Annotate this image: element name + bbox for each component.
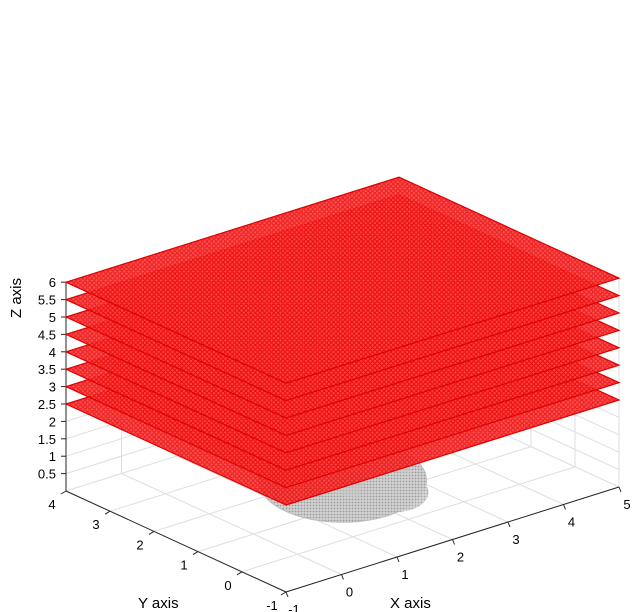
plane-layers [64,176,621,506]
x-tick-label: 3 [512,532,519,547]
z-tick-label: 3.5 [38,362,56,377]
z-tick-label: 5.5 [38,293,56,308]
y-axis-line [65,490,287,593]
z-tick-label: 1.5 [38,432,56,447]
y-tick-label: 0 [224,578,231,593]
x-tick-mark [618,486,622,493]
y-tick-mark [148,530,155,535]
x-tick-mark [452,539,455,545]
y-tick-mark [236,571,243,576]
y-tick-label: 1 [180,558,187,573]
x-tick-mark [285,591,289,598]
y-tick-mark [280,591,287,596]
y-axis-label: Y axis [138,595,179,612]
x-tick-label: 2 [457,550,464,565]
point-plane [64,176,621,384]
x-tick-label: -1 [288,602,300,612]
z-tick-label: 2 [49,414,56,429]
x-tick-mark [563,504,566,510]
z-axis-label: Z axis [8,278,25,318]
y-tick-mark [192,551,199,556]
y-tick-label: -1 [266,598,278,612]
x-tick-label: 4 [568,515,575,530]
z-tick-label: 4 [49,345,56,360]
z-tick-label: 5 [49,310,56,325]
x-axis-label: X axis [390,595,431,612]
y-tick-label: 4 [48,497,55,512]
y-tick-label: 2 [136,537,143,552]
x-tick-mark [396,556,400,563]
z-tick-label: 6 [49,275,56,290]
z-tick-label: 0.5 [38,467,56,482]
object-lobe [360,472,429,513]
z-tick-label: 3 [49,380,56,395]
z-tick-label: 4.5 [38,327,56,342]
x-tick-mark [341,574,344,580]
z-tick-label: 1 [49,449,56,464]
y-tick-label: 3 [92,517,99,532]
x-tick-label: 0 [346,585,353,600]
y-tick-mark [60,490,67,495]
y-tick-mark [104,510,111,515]
x-tick-label: 1 [401,567,408,582]
x-tick-label: 5 [623,497,630,512]
tick-labels: -1 0 1 2 3 4 5 -1 0 1 2 3 4 0.5 1 1.5 2 2.5 3 3.5 4 4.5 5 5.5 6 [38,275,631,612]
grid-line-floor-y [241,466,576,573]
grid-line-floor-x [121,473,342,575]
z-tick-label: 2.5 [38,397,56,412]
x-tick-mark [507,521,511,528]
